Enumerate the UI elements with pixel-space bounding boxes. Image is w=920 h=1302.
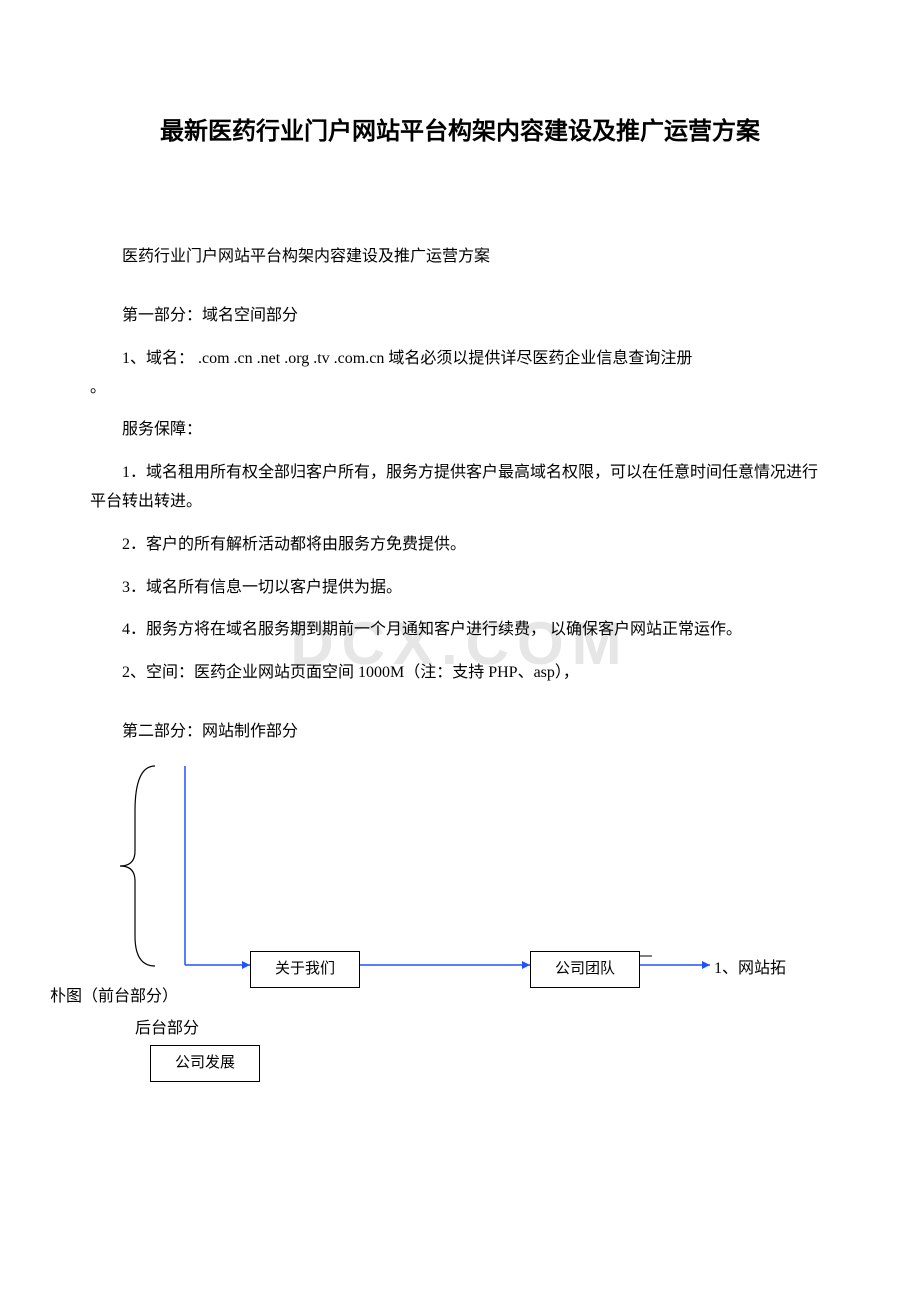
diagram-svg (90, 761, 830, 1061)
diagram-trail-text: 1、网站拓 (714, 955, 786, 984)
para-domain-line: 1、域名： .com .cn .net .org .tv .com.cn 域名必… (90, 345, 830, 403)
part1-heading: 第一部分：域名空间部分 (90, 302, 830, 331)
diagram-node-team: 公司团队 (530, 951, 640, 988)
part2-heading: 第二部分：网站制作部分 (90, 718, 830, 747)
subtitle-line: 医药行业门户网站平台构架内容建设及推广运营方案 (90, 243, 830, 272)
para-item-1: 1．域名租用所有权全部归客户所有，服务方提供客户最高域名权限，可以在任意时间任意… (90, 459, 830, 517)
para-space: 2、空间：医药企业网站页面空间 1000M（注：支持 PHP、asp）， (90, 659, 830, 688)
para-item-4: 4．服务方将在域名服务期到期前一个月通知客户进行续费， 以确保客户网站正常运作。 (90, 616, 830, 645)
para-item-2: 2．客户的所有解析活动都将由服务方免费提供。 (90, 531, 830, 560)
para-service-guarantee: 服务保障： (90, 416, 830, 445)
structure-diagram: 关于我们 公司团队 1、网站拓 朴图（前台部分） 后台部分 公司发展 (90, 761, 830, 1061)
para-domain-tail: 。 (90, 374, 830, 403)
diagram-node-about: 关于我们 (250, 951, 360, 988)
para-item-3: 3．域名所有信息一切以客户提供为据。 (90, 574, 830, 603)
diagram-caption: 朴图（前台部分） (50, 983, 178, 1012)
para-domain-text: 1、域名： .com .cn .net .org .tv .com.cn 域名必… (90, 345, 830, 374)
document-title: 最新医药行业门户网站平台构架内容建设及推广运营方案 (90, 110, 830, 153)
diagram-backend-label: 后台部分 (135, 1015, 199, 1044)
diagram-node-development: 公司发展 (150, 1045, 260, 1082)
